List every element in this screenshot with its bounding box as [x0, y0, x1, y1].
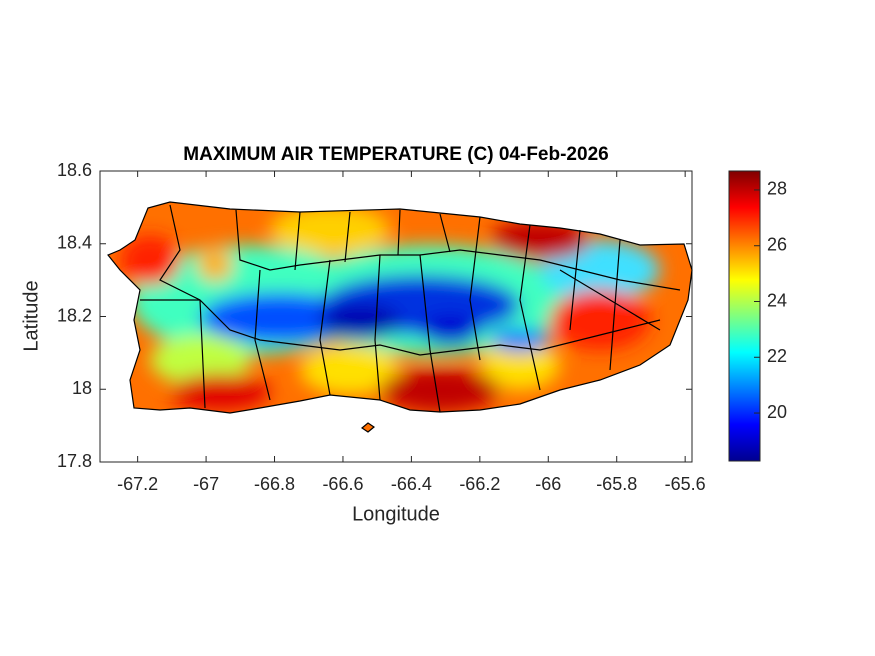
x-tick-label: -67.2 — [117, 474, 158, 494]
colorbar — [728, 170, 761, 462]
x-tick-label: -66.2 — [459, 474, 500, 494]
x-tick-label: -66.6 — [322, 474, 363, 494]
y-tick-label: 17.8 — [57, 451, 92, 471]
y-tick-label: 18.6 — [57, 160, 92, 180]
municipal-borders — [107, 201, 693, 433]
colorbar-tick-label: 22 — [767, 346, 787, 366]
chart-title: MAXIMUM AIR TEMPERATURE (C) 04-Feb-2026 — [183, 144, 608, 165]
x-tick-label: -66.8 — [254, 474, 295, 494]
x-axis-label: Longitude — [352, 503, 440, 525]
y-tick-label: 18 — [72, 378, 92, 398]
x-tick-label: -66 — [535, 474, 561, 494]
y-tick-label: 18.2 — [57, 305, 92, 325]
temperature-field — [108, 202, 692, 432]
x-tick-label: -67 — [193, 474, 219, 494]
colorbar-tick-label: 28 — [767, 179, 787, 199]
colorbar-tick-label: 26 — [767, 234, 787, 254]
y-axis-label: Latitude — [20, 280, 42, 351]
x-tick-label: -65.8 — [596, 474, 637, 494]
x-tick-label: -66.4 — [391, 474, 432, 494]
colorbar-tick-label: 20 — [767, 402, 787, 422]
y-tick-label: 18.4 — [57, 233, 92, 253]
x-tick-label: -65.6 — [665, 474, 706, 494]
colorbar-tick-label: 24 — [767, 290, 787, 310]
